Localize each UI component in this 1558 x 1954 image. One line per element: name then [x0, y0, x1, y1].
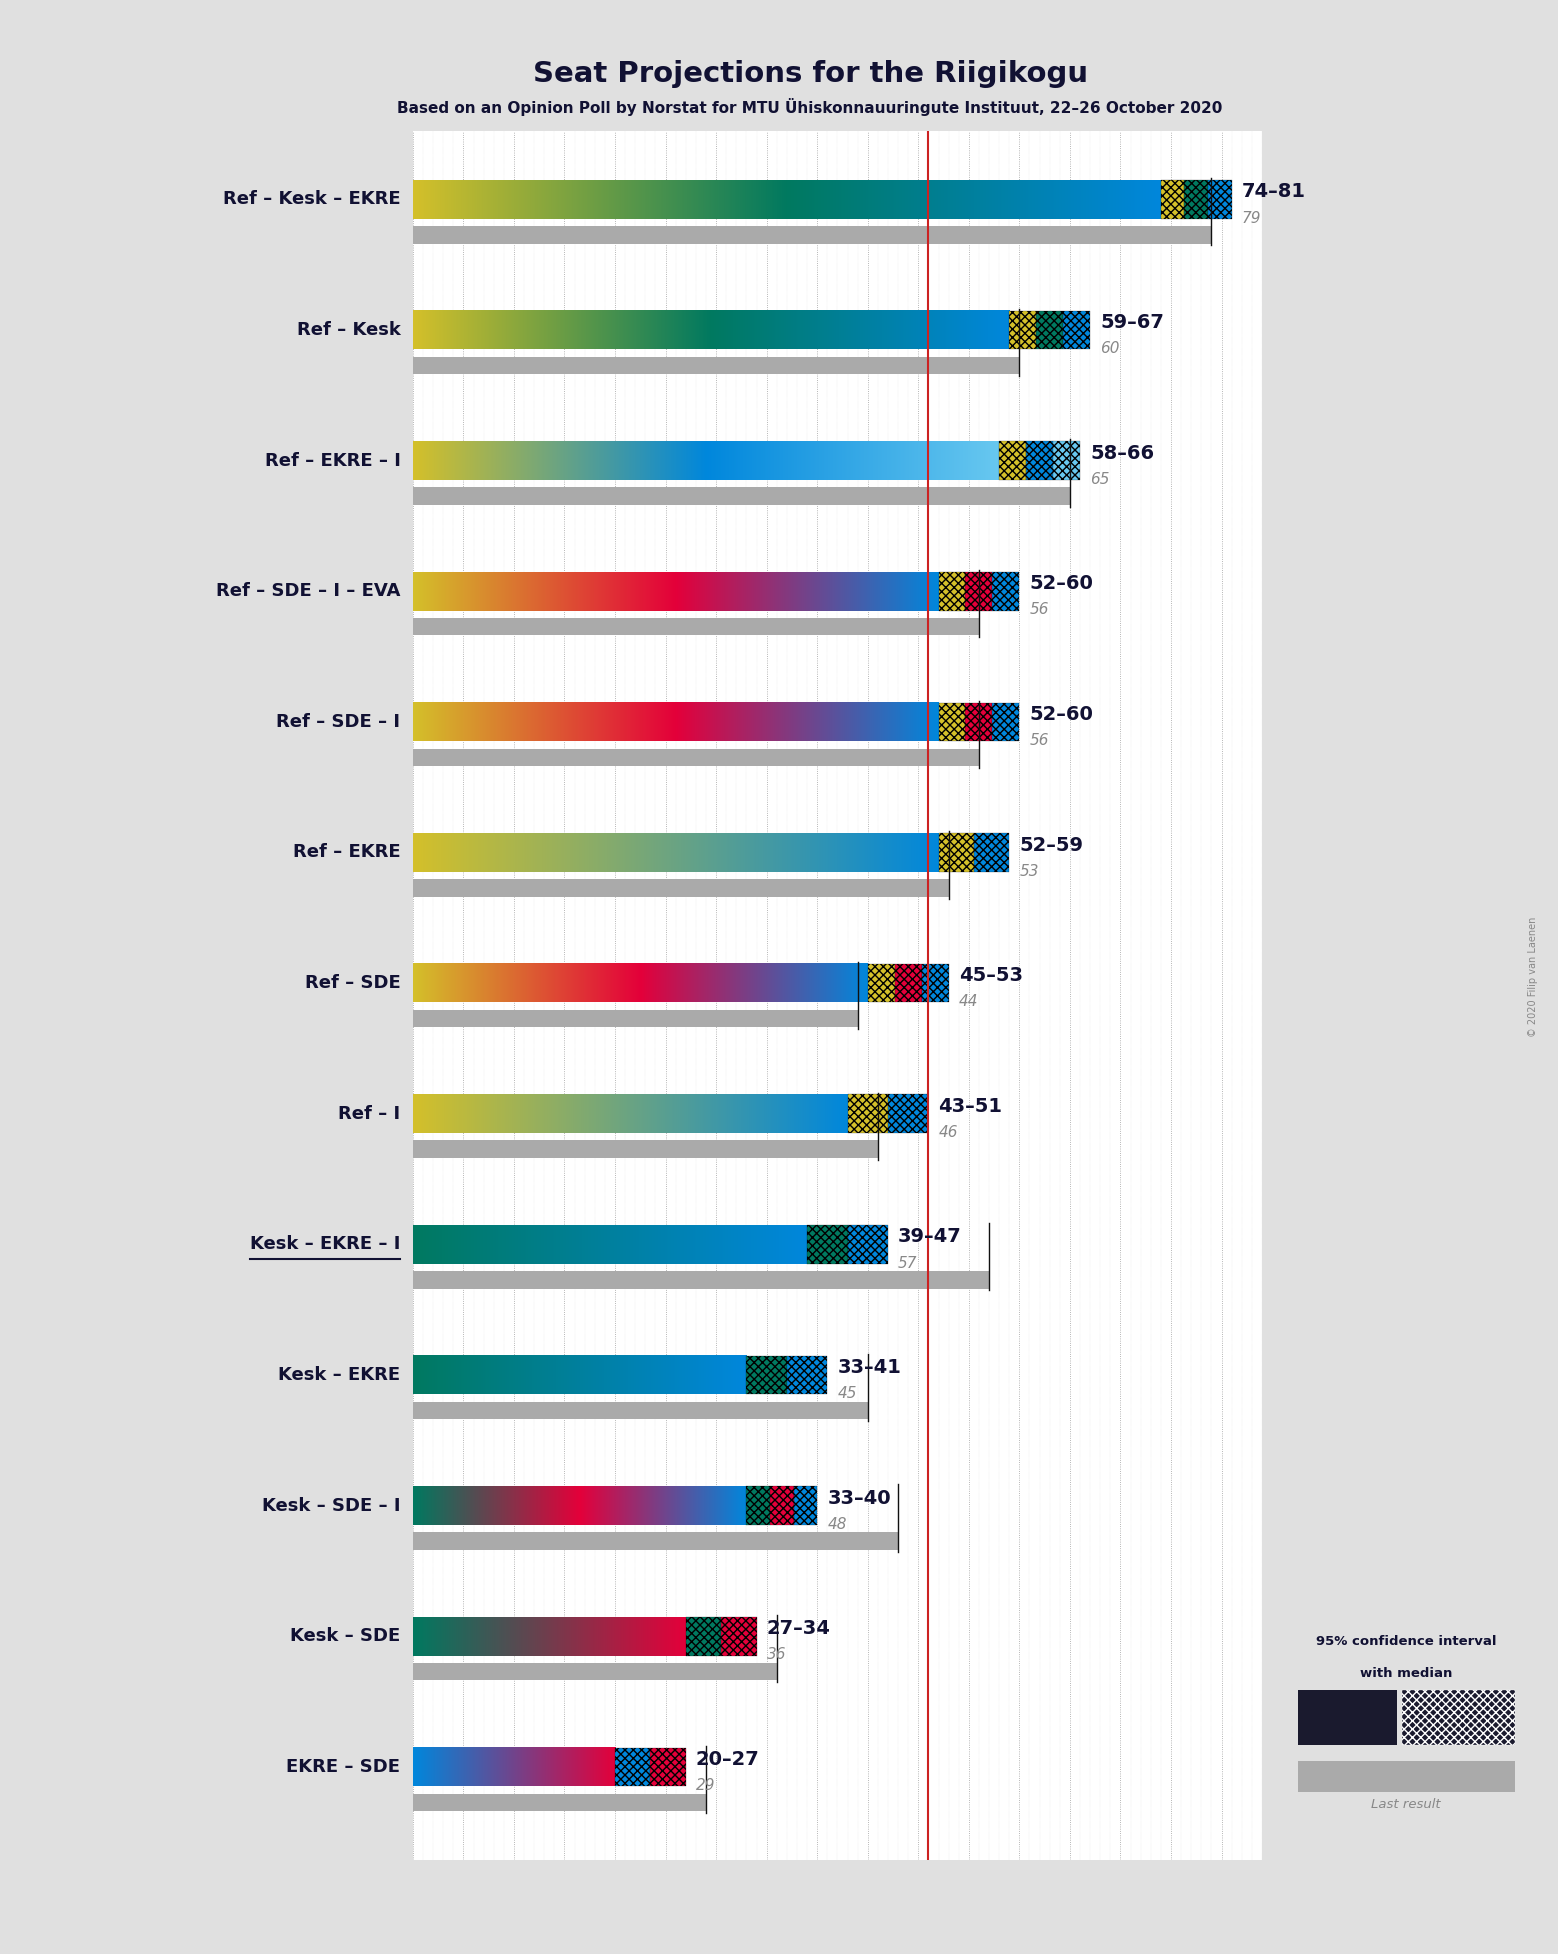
Text: © 2020 Filip van Laenen: © 2020 Filip van Laenen [1528, 916, 1538, 1038]
Bar [868, 963, 894, 1002]
Text: 45–53: 45–53 [958, 965, 1022, 985]
Text: 33–40: 33–40 [827, 1489, 891, 1508]
Bar [1402, 1690, 1514, 1745]
Bar [1036, 311, 1063, 350]
Bar [894, 963, 922, 1002]
Text: Kesk – EKRE – I: Kesk – EKRE – I [249, 1235, 400, 1253]
Bar [938, 832, 974, 871]
Text: 95% confidence interval: 95% confidence interval [1317, 1635, 1496, 1649]
Bar [746, 1356, 787, 1395]
Bar [413, 1401, 868, 1419]
Bar [1027, 442, 1053, 481]
Bar [966, 703, 992, 741]
Bar [1298, 1690, 1398, 1745]
Bar [413, 1794, 706, 1811]
Text: Ref – Kesk: Ref – Kesk [296, 320, 400, 338]
Text: Ref – SDE – I: Ref – SDE – I [276, 713, 400, 731]
Text: Seat Projections for the Riigikogu: Seat Projections for the Riigikogu [533, 61, 1087, 88]
Text: 79: 79 [1242, 211, 1262, 225]
Text: 36: 36 [767, 1647, 787, 1663]
Text: 56: 56 [1030, 733, 1049, 748]
Bar [1184, 180, 1207, 219]
Bar [721, 1618, 757, 1655]
Text: 44: 44 [958, 995, 978, 1010]
Bar [1053, 442, 1080, 481]
Bar [413, 1010, 857, 1028]
Text: 43–51: 43–51 [938, 1096, 1002, 1116]
Bar [746, 1487, 770, 1524]
Text: Last result: Last result [1371, 1798, 1441, 1811]
Bar [413, 1532, 897, 1550]
Text: 53: 53 [1019, 864, 1039, 879]
Text: 48: 48 [827, 1516, 848, 1532]
Bar [686, 1618, 721, 1655]
Text: Ref – SDE – I – EVA: Ref – SDE – I – EVA [217, 582, 400, 600]
Text: 59–67: 59–67 [1100, 313, 1164, 332]
Text: 39–47: 39–47 [897, 1227, 961, 1247]
Text: Ref – EKRE – I: Ref – EKRE – I [265, 451, 400, 469]
Bar [966, 573, 992, 610]
Text: Kesk – SDE – I: Kesk – SDE – I [262, 1497, 400, 1514]
Bar [650, 1747, 686, 1786]
Text: 52–59: 52–59 [1019, 836, 1083, 854]
Bar [1161, 180, 1184, 219]
Bar [413, 227, 1212, 244]
Bar [413, 487, 1070, 504]
Text: Kesk – EKRE: Kesk – EKRE [279, 1366, 400, 1383]
Bar [888, 1094, 929, 1133]
Text: 57: 57 [897, 1256, 918, 1270]
Bar [413, 358, 1019, 373]
Bar [999, 442, 1027, 481]
Text: with median: with median [1360, 1667, 1452, 1680]
Bar [1207, 180, 1232, 219]
Bar [413, 748, 978, 766]
Bar [413, 879, 949, 897]
Bar [807, 1225, 848, 1264]
Bar [848, 1094, 888, 1133]
Bar [787, 1356, 827, 1395]
Text: 52–60: 52–60 [1030, 705, 1094, 723]
Bar [922, 963, 949, 1002]
Text: 52–60: 52–60 [1030, 574, 1094, 594]
Bar [848, 1225, 888, 1264]
Text: 45: 45 [838, 1385, 857, 1401]
Text: 58–66: 58–66 [1091, 444, 1154, 463]
Bar [1010, 311, 1036, 350]
Text: 60: 60 [1100, 342, 1120, 356]
Bar [413, 1272, 989, 1288]
Text: EKRE – SDE: EKRE – SDE [287, 1759, 400, 1776]
Bar [938, 703, 966, 741]
Bar [770, 1487, 793, 1524]
Text: 33–41: 33–41 [838, 1358, 901, 1378]
Bar [992, 573, 1019, 610]
Bar [938, 573, 966, 610]
Text: 65: 65 [1091, 471, 1109, 487]
Bar [1298, 1761, 1514, 1792]
Text: Ref – Kesk – EKRE: Ref – Kesk – EKRE [223, 190, 400, 209]
Text: Ref – EKRE: Ref – EKRE [293, 844, 400, 862]
Bar [793, 1487, 818, 1524]
Bar [974, 832, 1010, 871]
Text: 27–34: 27–34 [767, 1620, 830, 1637]
Text: Based on an Opinion Poll by Norstat for MTU Ühiskonnauuringute Instituut, 22–26 : Based on an Opinion Poll by Norstat for … [397, 98, 1223, 117]
Bar [413, 617, 978, 635]
Bar [615, 1747, 650, 1786]
Text: 56: 56 [1030, 602, 1049, 617]
Bar [1063, 311, 1091, 350]
Text: 74–81: 74–81 [1242, 182, 1306, 201]
Bar [992, 703, 1019, 741]
Text: 46: 46 [938, 1126, 958, 1139]
Text: 29: 29 [696, 1778, 715, 1794]
Text: Ref – I: Ref – I [338, 1104, 400, 1124]
Bar [413, 1141, 877, 1159]
Bar [413, 1663, 777, 1680]
Text: Ref – SDE: Ref – SDE [305, 975, 400, 993]
Text: Kesk – SDE: Kesk – SDE [290, 1628, 400, 1645]
Text: 20–27: 20–27 [696, 1751, 760, 1768]
